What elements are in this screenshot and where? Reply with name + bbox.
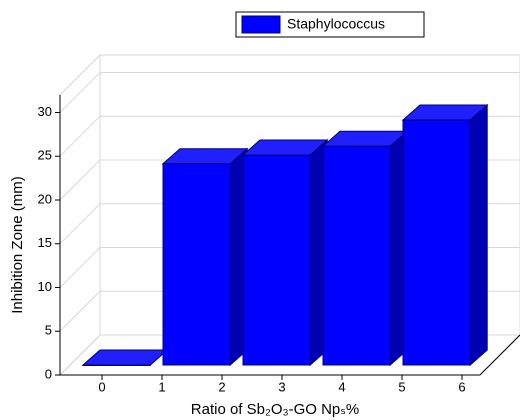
bar bbox=[161, 147, 249, 367]
y-tick-label: 0 bbox=[45, 366, 52, 381]
legend: Staphylococcus bbox=[235, 11, 425, 38]
bar bbox=[321, 130, 409, 367]
grid-line bbox=[59, 72, 520, 113]
y-tick-label: 10 bbox=[38, 279, 52, 294]
bar-side bbox=[469, 103, 488, 367]
bar bbox=[401, 103, 489, 367]
legend-swatch bbox=[241, 15, 281, 34]
y-tick-label: 25 bbox=[38, 148, 52, 163]
bar bbox=[81, 349, 169, 366]
left-wall bbox=[59, 53, 101, 377]
bar-front bbox=[322, 145, 391, 366]
x-tick-label: 6 bbox=[458, 379, 465, 394]
bar-front bbox=[82, 364, 151, 366]
x-tick-label: 5 bbox=[398, 379, 405, 394]
bar-front bbox=[242, 154, 311, 366]
y-tick-label: 15 bbox=[38, 235, 52, 250]
bar bbox=[241, 138, 329, 367]
x-tick-label: 4 bbox=[338, 379, 345, 394]
bar-front bbox=[162, 163, 231, 366]
x-tick-label: 2 bbox=[218, 379, 225, 394]
y-axis-label: Inhibition Zone (mm) bbox=[9, 176, 26, 314]
y-tick-label: 20 bbox=[38, 191, 52, 206]
x-tick-label: 1 bbox=[158, 379, 165, 394]
bar-front bbox=[402, 119, 471, 366]
x-tick-label: 3 bbox=[278, 379, 285, 394]
y-tick-label: 30 bbox=[38, 104, 52, 119]
x-axis-depth bbox=[479, 334, 520, 376]
y-tick-label: 5 bbox=[45, 323, 52, 338]
grid-line bbox=[59, 115, 520, 157]
x-tick-label: 0 bbox=[98, 379, 105, 394]
legend-label: Staphylococcus bbox=[287, 16, 385, 32]
bar-top bbox=[81, 349, 169, 366]
x-axis-label: Ratio of Sb₂O₃-GO Npₛ% bbox=[191, 401, 359, 418]
